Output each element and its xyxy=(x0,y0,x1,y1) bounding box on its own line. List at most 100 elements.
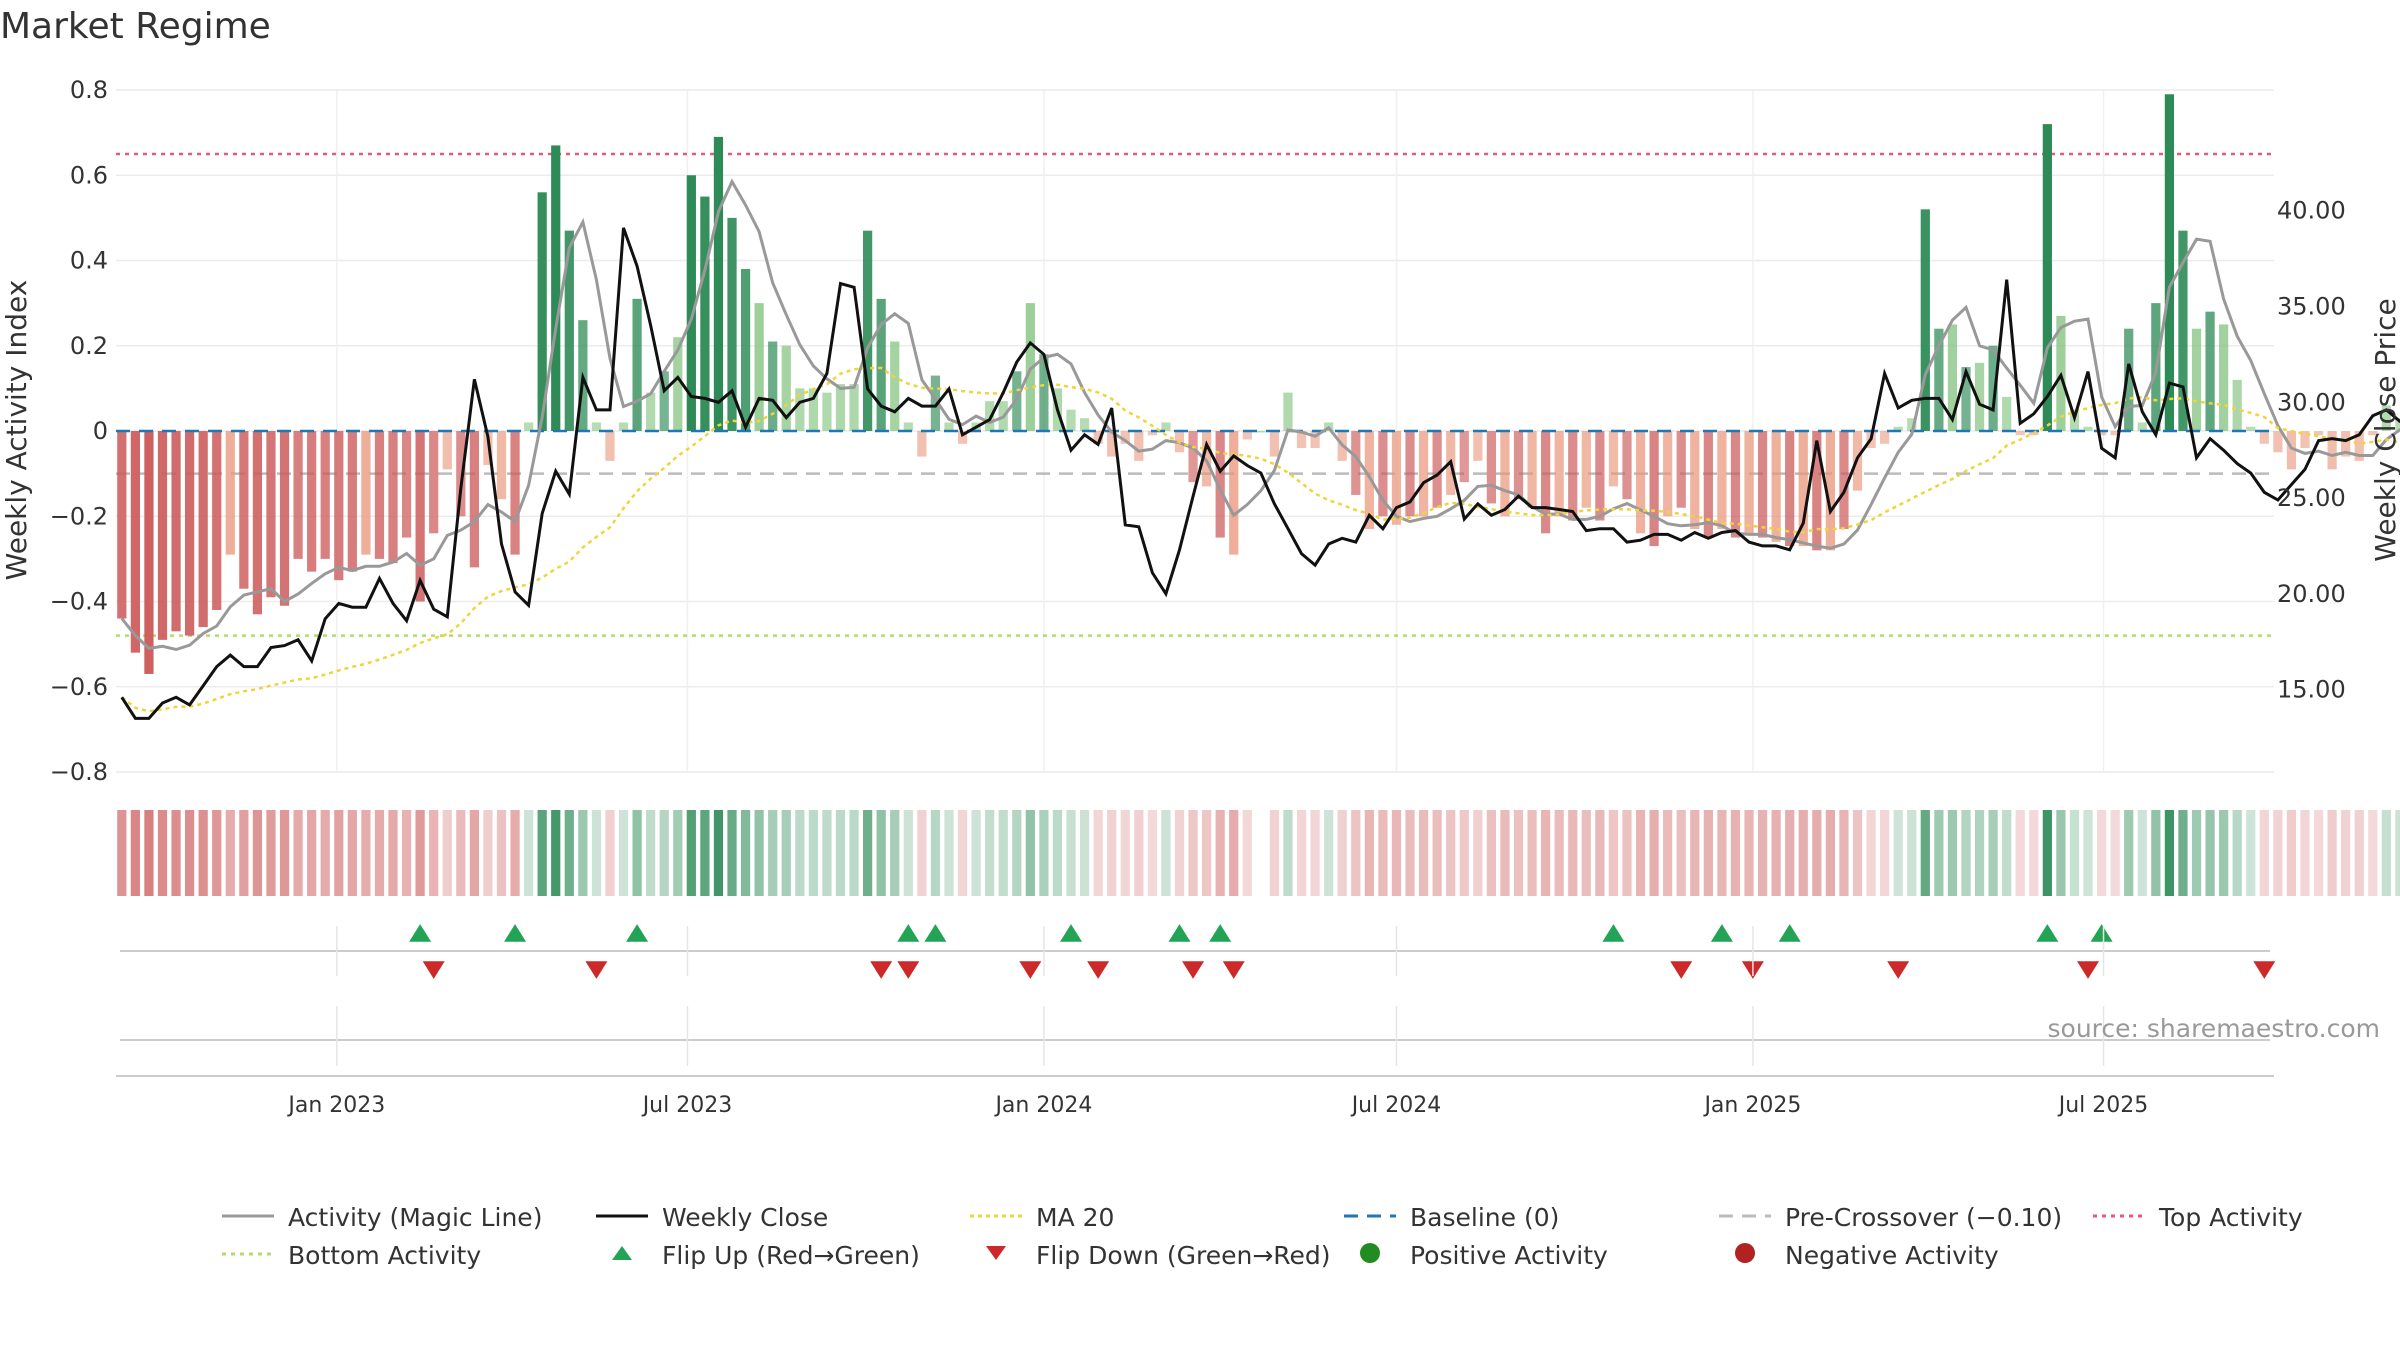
regime-cell xyxy=(1012,810,1022,896)
activity-bar xyxy=(388,431,398,564)
regime-cell xyxy=(320,810,330,896)
activity-bar xyxy=(1663,431,1673,517)
activity-bar xyxy=(157,431,168,640)
regime-cell xyxy=(2341,810,2351,896)
flip-down-marker xyxy=(897,961,920,979)
regime-cell xyxy=(1717,810,1727,896)
activity-bar xyxy=(686,175,696,431)
triangle-up-icon xyxy=(594,1241,662,1270)
regime-cell xyxy=(1812,810,1822,896)
regime-cell xyxy=(2042,810,2052,896)
regime-cell xyxy=(279,810,290,896)
regime-cell xyxy=(252,810,263,896)
activity-bar xyxy=(1541,431,1551,534)
y2-tick-label: 40.00 xyxy=(2277,197,2346,225)
flip-up-marker xyxy=(1060,924,1083,942)
activity-bar xyxy=(795,388,805,431)
regime-cell xyxy=(537,810,547,896)
activity-bar xyxy=(1988,345,1998,431)
regime-cell xyxy=(1242,810,1252,896)
activity-bar xyxy=(1229,431,1239,555)
activity-bar xyxy=(469,431,479,568)
regime-cell xyxy=(1039,810,1049,896)
regime-cell xyxy=(2002,810,2012,896)
regime-cell xyxy=(415,810,425,896)
activity-bar xyxy=(442,431,452,470)
activity-bar xyxy=(808,388,818,431)
activity-bar xyxy=(2096,431,2107,436)
activity-bar xyxy=(1391,431,1402,525)
regime-cell xyxy=(1554,810,1564,896)
regime-cell xyxy=(1405,810,1415,896)
regime-cell xyxy=(1052,810,1063,896)
regime-cell xyxy=(1202,810,1212,896)
regime-cell xyxy=(713,810,724,896)
regime-cell xyxy=(659,810,669,896)
regime-cell xyxy=(2205,810,2215,896)
regime-cell xyxy=(930,810,941,896)
regime-cell xyxy=(1757,810,1768,896)
regime-cell xyxy=(2069,810,2080,896)
legend-label: Bottom Activity xyxy=(288,1240,482,1270)
flip-up-marker xyxy=(2090,924,2113,942)
activity-bar xyxy=(2381,405,2391,431)
flip-down-marker xyxy=(585,961,608,979)
legend-item: Baseline (0) xyxy=(1342,1200,1559,1234)
activity-bar xyxy=(754,303,764,431)
activity-bar xyxy=(1757,431,1768,538)
regime-cell xyxy=(1134,810,1144,896)
regime-cell xyxy=(1107,810,1117,896)
regime-cell xyxy=(157,810,168,896)
y-tick-label: −0.6 xyxy=(50,673,108,701)
activity-bar xyxy=(1635,431,1646,534)
activity-bar xyxy=(1771,431,1781,542)
activity-bar xyxy=(1188,431,1198,483)
flip-markers xyxy=(120,924,2276,979)
legend-item: Weekly Close xyxy=(594,1200,828,1234)
flip-up-marker xyxy=(626,924,649,942)
activity-bar xyxy=(1730,431,1741,538)
activity-bar xyxy=(1025,303,1035,431)
regime-cell xyxy=(1866,810,1876,896)
activity-bar xyxy=(1283,392,1293,431)
activity-bar xyxy=(1405,431,1415,517)
regime-cell xyxy=(1649,810,1659,896)
regime-cell xyxy=(1364,810,1374,896)
regime-cell xyxy=(795,810,805,896)
regime-cell xyxy=(591,810,602,896)
y2-tick-label: 35.00 xyxy=(2277,292,2346,320)
activity-bar xyxy=(225,431,235,555)
legend-item: Positive Activity xyxy=(1342,1238,1608,1272)
activity-bar xyxy=(293,431,303,559)
activity-bar xyxy=(307,431,317,572)
regime-cell xyxy=(1798,810,1808,896)
regime-cell xyxy=(2029,810,2039,896)
regime-cell xyxy=(2056,810,2066,896)
y-axis-label: Weekly Activity Index xyxy=(0,280,33,581)
y-tick-label: 0.4 xyxy=(70,247,108,275)
activity-bar xyxy=(673,337,683,431)
activity-bar xyxy=(1880,431,1890,444)
regime-cell xyxy=(1093,810,1103,896)
flip-up-marker xyxy=(897,924,920,942)
green-dot-icon xyxy=(1342,1241,1410,1270)
regime-cell xyxy=(1432,810,1442,896)
activity-bar xyxy=(361,431,371,555)
flip-down-marker xyxy=(1019,961,1042,979)
activity-bar xyxy=(1418,431,1429,517)
activity-bar xyxy=(876,298,886,431)
legend-label: Flip Down (Green→Red) xyxy=(1036,1240,1331,1270)
activity-bar xyxy=(1513,431,1524,500)
activity-bar xyxy=(2164,94,2175,431)
reference-lines xyxy=(116,152,2274,637)
regime-cell xyxy=(1500,810,1510,896)
regime-cell xyxy=(686,810,696,896)
regime-cell xyxy=(1310,810,1320,896)
activity-bar xyxy=(1473,431,1483,461)
activity-bar xyxy=(2178,230,2188,431)
regime-cell xyxy=(1988,810,1998,896)
activity-bar xyxy=(1825,431,1836,551)
activity-bar xyxy=(212,431,222,611)
regime-cell xyxy=(1337,810,1347,896)
activity-bar xyxy=(1907,418,1917,431)
